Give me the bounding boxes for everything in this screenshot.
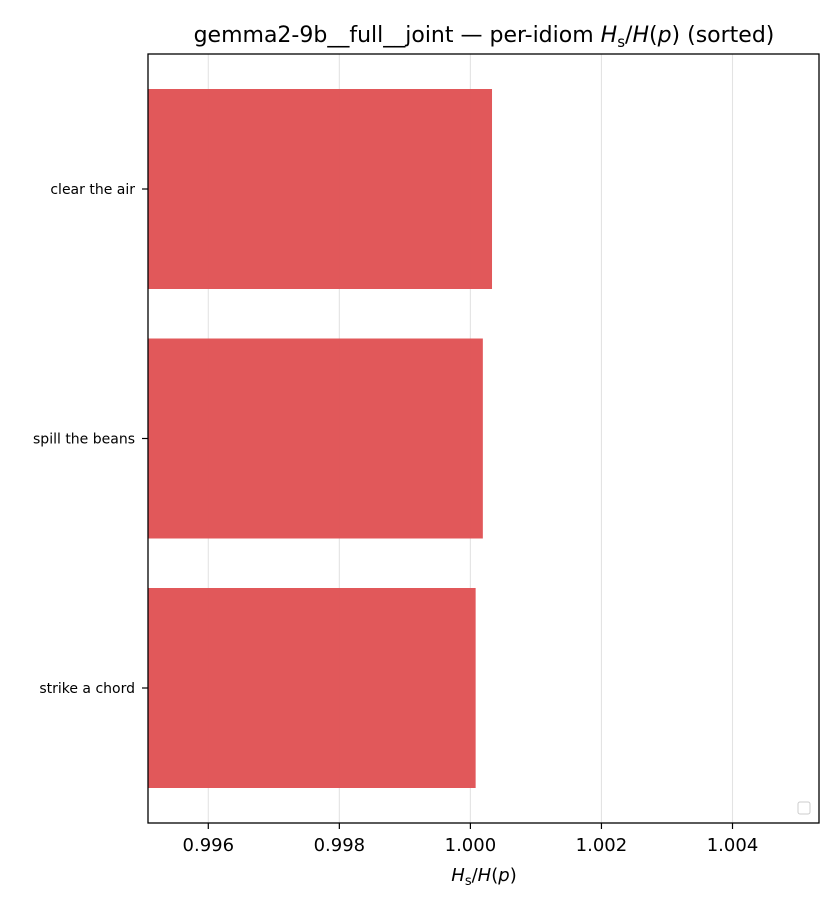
- x-axis-label: Hs/H(p): [451, 865, 516, 889]
- y-tick-label: strike a chord: [39, 681, 135, 697]
- bar: [148, 588, 476, 788]
- y-axis: clear the air spill the beans strike a cho…: [33, 182, 148, 697]
- x-tick-label: 1.002: [576, 835, 628, 856]
- y-tick-label: spill the beans: [33, 432, 135, 448]
- bars: [148, 89, 493, 788]
- plot-frame: [147, 53, 820, 824]
- x-tick-label: 0.998: [314, 835, 366, 856]
- chart-title: gemma2-9b__full__joint — per-idiom Hs/H(…: [194, 23, 775, 51]
- x-axis: 0.996 0.998 1.000 1.002 1.004: [183, 823, 759, 856]
- y-tick-label: clear the air: [50, 182, 135, 198]
- bar: [148, 89, 493, 289]
- x-tick-label: 0.996: [183, 835, 235, 856]
- x-tick-label: 1.000: [445, 835, 497, 856]
- legend-box: [797, 801, 811, 815]
- x-tick-label: 1.004: [707, 835, 759, 856]
- bar: [148, 338, 483, 539]
